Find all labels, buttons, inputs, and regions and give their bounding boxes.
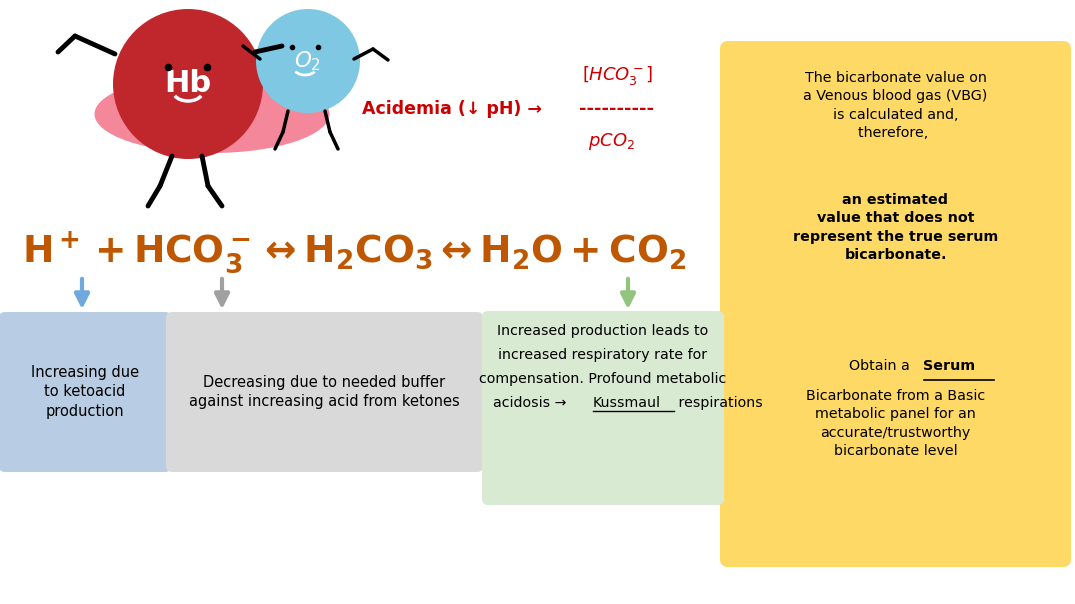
Text: Hb: Hb xyxy=(164,69,212,98)
Text: an estimated
value that does not
represent the true serum
bicarbonate.: an estimated value that does not represe… xyxy=(793,193,998,262)
Text: Decreasing due to needed buffer
against increasing acid from ketones: Decreasing due to needed buffer against … xyxy=(188,374,459,410)
FancyBboxPatch shape xyxy=(166,312,483,472)
Text: $O_2$: $O_2$ xyxy=(295,49,321,73)
FancyBboxPatch shape xyxy=(0,312,171,472)
Text: acidosis →: acidosis → xyxy=(493,396,571,410)
Text: Serum: Serum xyxy=(923,359,976,373)
Text: compensation. Profound metabolic: compensation. Profound metabolic xyxy=(479,372,727,386)
Text: Increasing due
to ketoacid
production: Increasing due to ketoacid production xyxy=(31,365,139,419)
Text: Bicarbonate from a Basic
metabolic panel for an
accurate/trustworthy
bicarbonate: Bicarbonate from a Basic metabolic panel… xyxy=(806,389,985,458)
FancyBboxPatch shape xyxy=(720,41,1071,567)
Circle shape xyxy=(256,9,360,113)
Text: Obtain a: Obtain a xyxy=(849,359,942,373)
Text: The bicarbonate value on
a Venous blood gas (VBG)
is calculated and,
therefore,: The bicarbonate value on a Venous blood … xyxy=(803,71,988,140)
Text: Increased production leads to: Increased production leads to xyxy=(498,324,708,338)
Circle shape xyxy=(113,9,263,159)
Text: increased respiratory rate for: increased respiratory rate for xyxy=(499,348,707,362)
Text: $[HCO_3^-]$: $[HCO_3^-]$ xyxy=(582,65,654,88)
Text: respirations: respirations xyxy=(674,396,763,410)
Text: $\mathit{\mathbf{H^+ + HCO_3^- \leftrightarrow H_2CO_3 \leftrightarrow H_2O + CO: $\mathit{\mathbf{H^+ + HCO_3^- \leftrigh… xyxy=(22,229,687,275)
Text: Kussmaul: Kussmaul xyxy=(593,396,661,410)
FancyBboxPatch shape xyxy=(482,311,723,505)
Text: Acidemia (↓ pH) →: Acidemia (↓ pH) → xyxy=(362,100,542,118)
Text: ----------: ---------- xyxy=(579,100,654,118)
Text: $pCO_2$: $pCO_2$ xyxy=(588,132,635,152)
Ellipse shape xyxy=(95,75,330,153)
